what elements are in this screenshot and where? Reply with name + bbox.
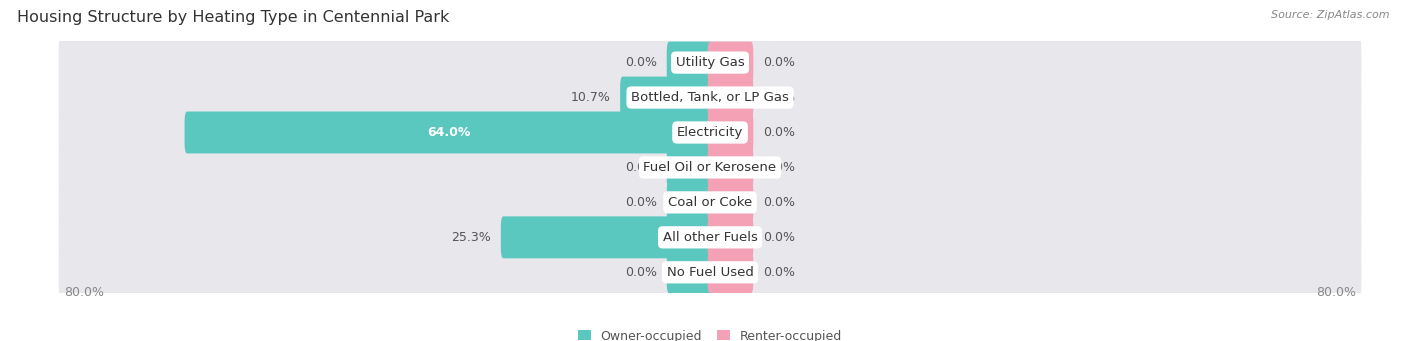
FancyBboxPatch shape — [707, 251, 754, 293]
Text: 0.0%: 0.0% — [624, 161, 657, 174]
Legend: Owner-occupied, Renter-occupied: Owner-occupied, Renter-occupied — [578, 329, 842, 341]
FancyBboxPatch shape — [59, 138, 1361, 197]
FancyBboxPatch shape — [620, 77, 713, 119]
FancyBboxPatch shape — [666, 251, 713, 293]
FancyBboxPatch shape — [707, 42, 754, 84]
FancyBboxPatch shape — [59, 103, 1361, 162]
Text: Housing Structure by Heating Type in Centennial Park: Housing Structure by Heating Type in Cen… — [17, 10, 450, 25]
Text: 0.0%: 0.0% — [763, 231, 796, 244]
Text: 64.0%: 64.0% — [427, 126, 470, 139]
Text: 0.0%: 0.0% — [763, 266, 796, 279]
Text: 0.0%: 0.0% — [624, 266, 657, 279]
Text: 0.0%: 0.0% — [763, 126, 796, 139]
FancyBboxPatch shape — [59, 33, 1361, 92]
Text: 80.0%: 80.0% — [1316, 286, 1355, 299]
FancyBboxPatch shape — [707, 147, 754, 189]
FancyBboxPatch shape — [707, 181, 754, 223]
Text: 25.3%: 25.3% — [451, 231, 491, 244]
Text: 0.0%: 0.0% — [624, 56, 657, 69]
Text: Bottled, Tank, or LP Gas: Bottled, Tank, or LP Gas — [631, 91, 789, 104]
Text: 10.7%: 10.7% — [571, 91, 610, 104]
Text: Fuel Oil or Kerosene: Fuel Oil or Kerosene — [644, 161, 776, 174]
FancyBboxPatch shape — [707, 112, 754, 153]
FancyBboxPatch shape — [184, 112, 713, 153]
FancyBboxPatch shape — [59, 173, 1361, 232]
FancyBboxPatch shape — [666, 181, 713, 223]
FancyBboxPatch shape — [707, 217, 754, 258]
Text: 80.0%: 80.0% — [65, 286, 104, 299]
Text: Source: ZipAtlas.com: Source: ZipAtlas.com — [1271, 10, 1389, 20]
FancyBboxPatch shape — [59, 68, 1361, 127]
Text: 0.0%: 0.0% — [763, 56, 796, 69]
FancyBboxPatch shape — [59, 243, 1361, 302]
Text: 0.0%: 0.0% — [624, 196, 657, 209]
FancyBboxPatch shape — [666, 42, 713, 84]
Text: 0.0%: 0.0% — [763, 91, 796, 104]
Text: Coal or Coke: Coal or Coke — [668, 196, 752, 209]
FancyBboxPatch shape — [666, 147, 713, 189]
FancyBboxPatch shape — [501, 217, 713, 258]
Text: All other Fuels: All other Fuels — [662, 231, 758, 244]
Text: 0.0%: 0.0% — [763, 161, 796, 174]
Text: No Fuel Used: No Fuel Used — [666, 266, 754, 279]
FancyBboxPatch shape — [707, 77, 754, 119]
FancyBboxPatch shape — [59, 208, 1361, 267]
Text: 0.0%: 0.0% — [763, 196, 796, 209]
Text: Electricity: Electricity — [676, 126, 744, 139]
Text: Utility Gas: Utility Gas — [676, 56, 744, 69]
